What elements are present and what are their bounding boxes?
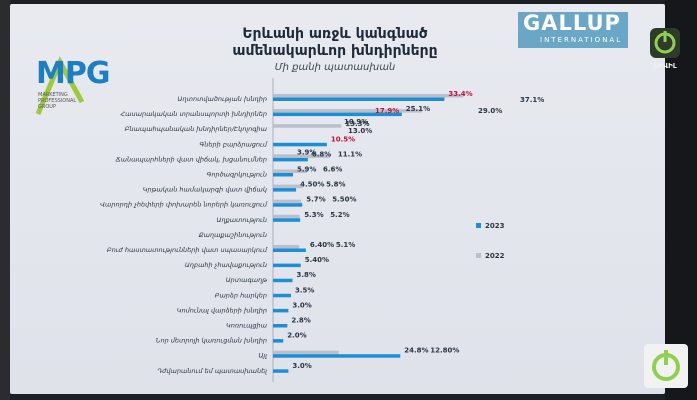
value-label-2022: 5.50% — [332, 196, 356, 204]
category-label: Կոռուպցիա — [226, 322, 268, 330]
value-label-2022: 5.2% — [330, 211, 349, 219]
bar-2023 — [273, 157, 308, 162]
category-label: Աղբահի չհավաքություն — [185, 261, 267, 269]
bar-2023 — [273, 203, 303, 207]
bar-2022 — [273, 214, 300, 219]
screen-bezel-right — [665, 0, 697, 400]
bar-2022 — [273, 245, 300, 249]
bar-2023 — [273, 188, 297, 192]
value-label-2023: 10.5% — [331, 135, 355, 143]
extra-value-label: 10.9% — [344, 118, 368, 126]
bar-2022 — [273, 199, 302, 204]
bar-2023 — [273, 97, 445, 101]
bar-2023 — [273, 354, 401, 358]
category-label: Նոր մետրոյի կառուցման խնդիր — [156, 337, 267, 345]
category-label: Քաղաքաշինություն — [198, 231, 267, 239]
legend-label-2023: 2023 — [485, 222, 505, 230]
category-label: Այլ — [258, 352, 267, 360]
chart-subtitle: Մի քանի պատասխան — [274, 62, 396, 73]
bar-2022 — [273, 169, 307, 173]
bar-2023 — [273, 173, 294, 177]
screen-bezel-left — [0, 0, 10, 400]
category-label: Բնապահպանական խնդիրներ/Էկոլոգիա — [125, 125, 268, 133]
bar-2023 — [273, 248, 306, 252]
value-label-2022: 29.0% — [478, 107, 502, 115]
bar-2023 — [273, 339, 284, 343]
bar-2023 — [273, 324, 288, 328]
category-label: Կրթական համակարգի վատ վիճակ — [143, 186, 267, 194]
bar-2023 — [273, 112, 402, 117]
value-label-2023: 24.8% — [404, 347, 428, 355]
category-label: Գործազրկություն — [207, 171, 268, 179]
category-label: Վարորդի չհեփերի փոխարեն նորերի կառուցում — [100, 201, 268, 209]
value-label-2023: 5.7% — [306, 196, 325, 204]
value-label-2023: 4.50% — [300, 181, 324, 189]
chart-title-block: Երևանի առջև կանգնած ամենակարևոր խնդիրներ… — [160, 26, 510, 73]
extra-value-label: 3.9% — [297, 148, 316, 156]
chart-title-line1: Երևանի առջև կանգնած — [242, 26, 428, 42]
category-label: Աղքատություն — [216, 216, 267, 224]
extra-value-label: 17.9% — [375, 107, 399, 115]
value-label-2022: 12.80% — [430, 347, 459, 355]
category-label: Կոմունալ վարձերի խնդիր — [177, 306, 267, 314]
value-label-2023: 6.8% — [312, 150, 331, 158]
category-label: Ճանապարհների վատ վիճակ, խցանումներ — [115, 155, 267, 163]
legend-swatch-2022 — [476, 253, 481, 258]
value-label-2022: 11.1% — [338, 150, 362, 158]
value-label-2023: 3.0% — [292, 301, 311, 309]
bar-2023 — [273, 278, 293, 283]
value-label-2023: 3.8% — [297, 271, 316, 279]
bar-2022 — [273, 184, 303, 189]
presentation-screen — [10, 4, 665, 394]
category-label: Գների բարձրացում — [199, 140, 267, 148]
mpg-logo-text: MPG — [36, 56, 110, 91]
value-label-2022: 13.3% — [345, 120, 369, 128]
gallup-logo-text: GALLUP — [523, 11, 621, 35]
bar-2022 — [273, 94, 464, 98]
value-label-2023: 25.1% — [406, 105, 430, 113]
tv-channel-logo-icon — [650, 28, 680, 58]
legend-label-2022: 2022 — [485, 252, 505, 260]
category-label: Դժվարանում եմ պատասխանել — [157, 367, 267, 375]
bar-2023 — [273, 218, 301, 222]
bar-2023 — [273, 293, 291, 298]
value-label-2022: 6.6% — [323, 166, 342, 174]
bar-2022 — [273, 154, 330, 158]
tv-channel-label: ՍԻՎԻԼ — [653, 62, 677, 70]
value-label-2023: 6.40% — [310, 241, 334, 249]
gallup-logo-subtext: INTERNATIONAL — [540, 36, 623, 44]
extra-value-label: 13.0% — [348, 127, 372, 135]
category-label: Արտագաղթ — [226, 276, 267, 284]
category-label: Հասարակական տրանսպորտի խնդիրներ — [121, 110, 267, 118]
value-label-2022: 37.1% — [520, 96, 544, 104]
value-label-2022: 5.8% — [326, 181, 345, 189]
value-label-2023: 5.3% — [304, 211, 323, 219]
category-label: Բուժ հաստատությունների վատ սպասարկում — [107, 246, 268, 254]
tv-power-logo-icon — [644, 344, 688, 388]
bar-2022 — [273, 109, 422, 113]
bar-2022 — [273, 350, 339, 355]
value-label-2023: 2.0% — [287, 332, 306, 340]
bar-2023 — [273, 308, 289, 313]
gallup-logo-box — [518, 12, 628, 48]
value-label-2023: 5.9% — [297, 166, 316, 174]
mpg-logo-subtext: MARKETING PROFESSIONAL GROUP — [38, 92, 77, 110]
category-label: Աղտոտվածության խնդիր — [178, 95, 267, 103]
bar-2023 — [273, 142, 327, 147]
chart-title-line2: ամենակարևոր խնդիրները — [232, 43, 438, 59]
value-label-2023: 33.4% — [448, 90, 472, 98]
legend-swatch-2023 — [476, 223, 481, 228]
value-label-2023: 3.5% — [295, 286, 314, 294]
mpg-logo-icon — [35, 56, 85, 115]
value-label-2022: 5.1% — [336, 241, 355, 249]
value-label-2023: 3.0% — [292, 362, 311, 370]
category-label: Բարձր հարկեր — [215, 291, 267, 299]
bar-2023 — [273, 369, 289, 373]
bar-2022 — [273, 124, 342, 128]
value-label-2023: 2.8% — [291, 317, 310, 325]
value-label-2023: 5.40% — [305, 256, 329, 264]
bar-2023 — [273, 263, 301, 268]
